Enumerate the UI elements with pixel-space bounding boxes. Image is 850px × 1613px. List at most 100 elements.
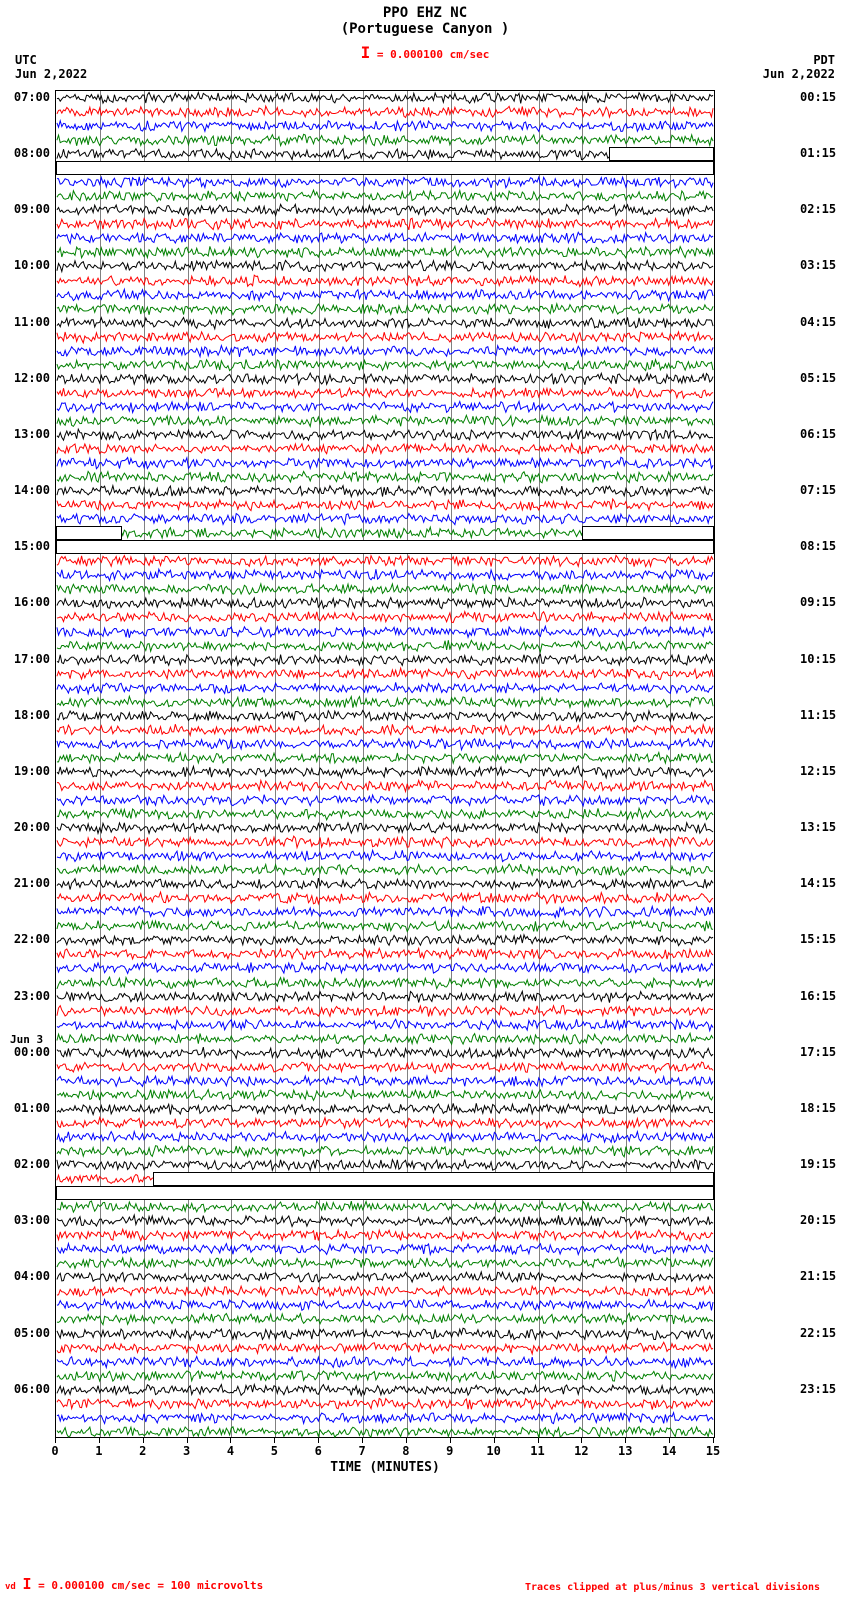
x-tick-label: 15 — [703, 1444, 723, 1458]
trace — [56, 344, 714, 358]
trace — [56, 217, 714, 231]
utc-time-label: 22:00 — [10, 932, 50, 946]
x-tick-label: 9 — [440, 1444, 460, 1458]
trace — [56, 442, 714, 456]
utc-time-label: 00:00 — [10, 1045, 50, 1059]
trace — [56, 1355, 714, 1369]
seismogram-plot — [55, 90, 715, 1438]
trace — [56, 1144, 714, 1158]
trace — [56, 119, 714, 133]
x-tick-mark — [318, 1438, 319, 1443]
pdt-time-label: 06:15 — [800, 427, 840, 441]
utc-time-label: 11:00 — [10, 315, 50, 329]
trace — [56, 1088, 714, 1102]
trace — [56, 835, 714, 849]
trace — [56, 961, 714, 975]
x-tick-label: 11 — [528, 1444, 548, 1458]
trace — [56, 133, 714, 147]
utc-time-label: 17:00 — [10, 652, 50, 666]
trace — [56, 1341, 714, 1355]
header-scale: I = 0.000100 cm/sec — [0, 43, 850, 62]
trace — [56, 990, 714, 1004]
trace — [56, 1256, 714, 1270]
utc-time-label: 16:00 — [10, 595, 50, 609]
trace — [56, 1298, 714, 1312]
trace — [56, 1130, 714, 1144]
trace — [56, 1369, 714, 1383]
pdt-time-label: 19:15 — [800, 1157, 840, 1171]
x-axis-label: TIME (MINUTES) — [55, 1460, 715, 1475]
right-date: Jun 2,2022 — [763, 67, 835, 81]
trace — [56, 259, 714, 273]
trace — [56, 639, 714, 653]
x-tick-mark — [274, 1438, 275, 1443]
trace — [56, 1214, 714, 1228]
x-tick-mark — [713, 1438, 714, 1443]
trace — [56, 976, 714, 990]
trace — [56, 1060, 714, 1074]
trace — [56, 933, 714, 947]
trace — [56, 414, 714, 428]
trace — [56, 1102, 714, 1116]
trace — [56, 470, 714, 484]
x-tick-label: 4 — [220, 1444, 240, 1458]
trace — [56, 1046, 714, 1060]
trace — [56, 484, 714, 498]
trace — [56, 863, 714, 877]
trace — [56, 1411, 714, 1425]
x-axis: TIME (MINUTES) 0123456789101112131415 — [55, 1438, 715, 1488]
x-tick-label: 6 — [308, 1444, 328, 1458]
station-line1: PPO EHZ NC — [383, 5, 467, 21]
pdt-time-label: 04:15 — [800, 315, 840, 329]
utc-time-label: 23:00 — [10, 989, 50, 1003]
trace — [56, 189, 714, 203]
trace — [56, 1425, 714, 1439]
pdt-time-label: 22:15 — [800, 1326, 840, 1340]
footer-clip-note: Traces clipped at plus/minus 3 vertical … — [525, 1582, 820, 1593]
trace — [56, 1074, 714, 1088]
trace — [56, 358, 714, 372]
trace — [56, 302, 714, 316]
trace — [56, 1018, 714, 1032]
pdt-time-label: 10:15 — [800, 652, 840, 666]
trace — [56, 372, 714, 386]
pdt-time-label: 21:15 — [800, 1269, 840, 1283]
utc-time-label: 14:00 — [10, 483, 50, 497]
pdt-time-label: 20:15 — [800, 1213, 840, 1227]
trace — [56, 667, 714, 681]
trace — [56, 1228, 714, 1242]
trace — [56, 751, 714, 765]
x-tick-mark — [143, 1438, 144, 1443]
x-tick-label: 13 — [615, 1444, 635, 1458]
utc-time-label: 20:00 — [10, 820, 50, 834]
trace — [56, 625, 714, 639]
trace — [56, 288, 714, 302]
pdt-time-label: 05:15 — [800, 371, 840, 385]
pdt-time-label: 14:15 — [800, 876, 840, 890]
x-tick-label: 7 — [352, 1444, 372, 1458]
trace — [56, 807, 714, 821]
utc-time-label: 21:00 — [10, 876, 50, 890]
x-tick-mark — [581, 1438, 582, 1443]
trace — [56, 765, 714, 779]
trace — [56, 498, 714, 512]
header: PPO EHZ NC (Portuguese Canyon ) I = 0.00… — [0, 5, 850, 85]
trace — [56, 1284, 714, 1298]
utc-time-label: 15:00 — [10, 539, 50, 553]
x-tick-mark — [669, 1438, 670, 1443]
utc-time-label: 09:00 — [10, 202, 50, 216]
data-gap — [56, 1186, 714, 1200]
x-tick-label: 2 — [133, 1444, 153, 1458]
pdt-time-label: 18:15 — [800, 1101, 840, 1115]
trace — [56, 386, 714, 400]
trace — [56, 849, 714, 863]
x-tick-mark — [625, 1438, 626, 1443]
utc-time-label: 06:00 — [10, 1382, 50, 1396]
trace — [56, 793, 714, 807]
left-tz: UTC — [15, 53, 37, 67]
station-line2: (Portuguese Canyon ) — [341, 21, 510, 37]
pdt-time-label: 11:15 — [800, 708, 840, 722]
pdt-time-label: 02:15 — [800, 202, 840, 216]
x-tick-label: 3 — [177, 1444, 197, 1458]
pdt-time-label: 00:15 — [800, 90, 840, 104]
